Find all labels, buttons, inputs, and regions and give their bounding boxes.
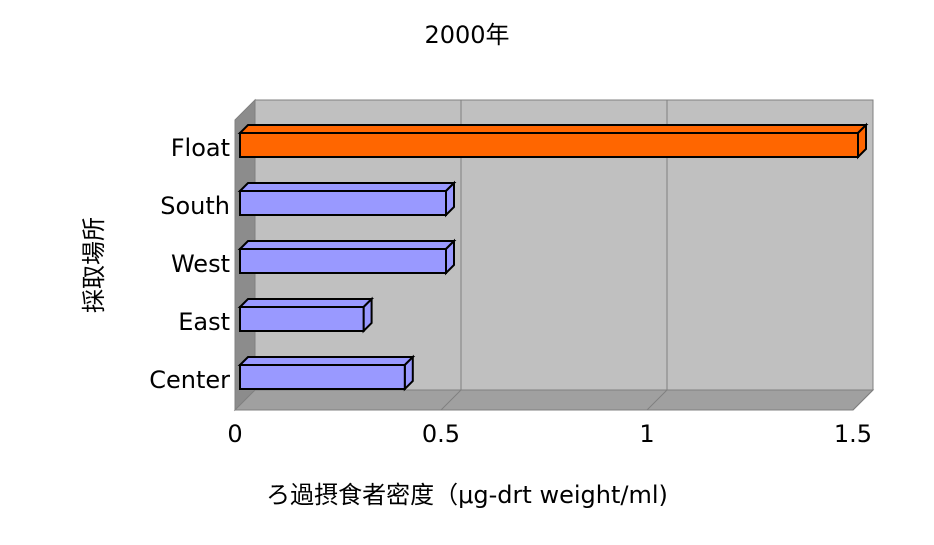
bar-face <box>237 240 457 250</box>
bar <box>237 238 457 276</box>
bar-face <box>239 190 447 216</box>
bar <box>237 296 375 334</box>
bar-face <box>237 182 457 192</box>
bar-face <box>239 248 447 274</box>
y-tick-label: Float <box>171 134 230 162</box>
bar <box>237 354 416 392</box>
bar-face <box>239 132 859 158</box>
bar-face <box>237 124 869 134</box>
grid-line <box>852 389 874 411</box>
x-tick-label: 0.5 <box>422 420 460 448</box>
y-tick-label: Center <box>149 366 230 394</box>
floor <box>233 389 875 411</box>
grid-line <box>646 389 668 411</box>
x-axis-label: ろ過摂食者密度（μg-drt weight/ml) <box>266 481 668 509</box>
bar-face <box>239 364 406 390</box>
y-tick-label: South <box>160 192 230 220</box>
y-axis-label: 採取場所 <box>80 217 108 313</box>
x-tick-label: 1 <box>639 420 654 448</box>
bar <box>237 122 869 160</box>
x-tick-label: 1.5 <box>834 420 872 448</box>
y-tick-label: West <box>171 250 230 278</box>
x-tick-label: 0 <box>227 420 242 448</box>
y-tick-label: East <box>178 308 230 336</box>
bar-face <box>237 356 416 366</box>
grid-line <box>440 389 462 411</box>
bar <box>237 180 457 218</box>
chart-title: 2000年 <box>424 21 509 49</box>
bar-face <box>239 306 365 332</box>
bar-face <box>237 298 375 308</box>
